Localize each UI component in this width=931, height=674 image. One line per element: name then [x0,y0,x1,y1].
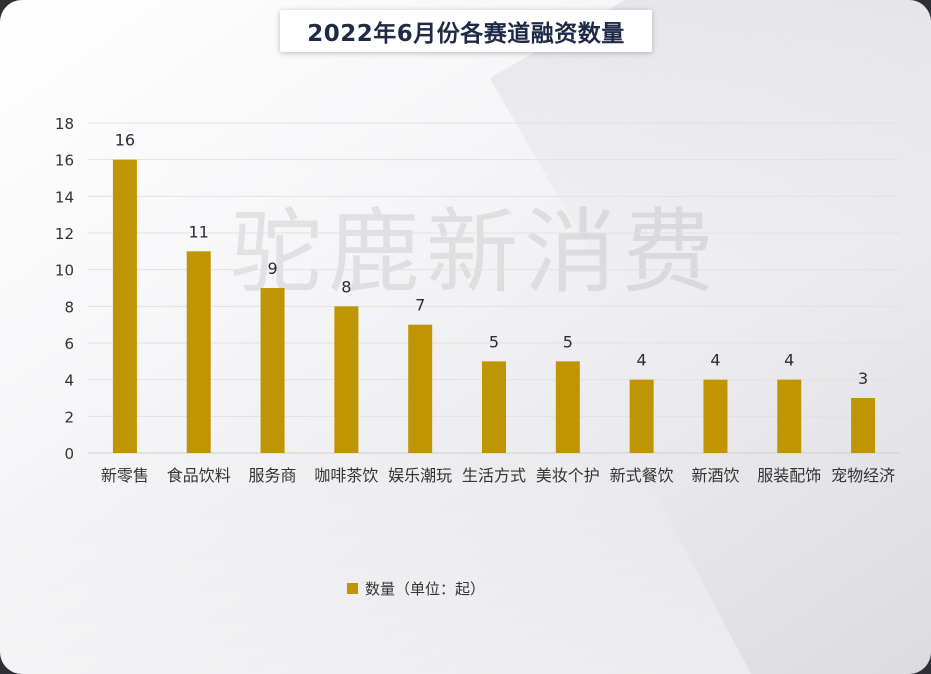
x-tick-label: 宠物经济 [831,466,895,485]
bar [408,324,433,453]
chart-title: 2022年6月份各赛道融资数量 [307,21,625,47]
y-tick-label: 6 [64,335,74,353]
data-label: 7 [415,296,425,315]
x-tick-label: 生活方式 [462,466,526,485]
x-axis-ticks: 新零售 食品饮料 服务商 咖啡茶饮 娱乐潮玩 生活方式 美妆个护 新式餐饮 新酒饮 服装配饰 宠物经… [101,466,895,485]
data-label: 5 [489,332,499,351]
data-label: 16 [115,131,135,150]
y-tick-label: 16 [55,152,74,170]
data-label: 11 [189,222,209,241]
bar [482,361,506,453]
bar [186,251,211,453]
data-label: 4 [637,351,647,370]
bar [851,398,876,453]
y-tick-label: 18 [55,115,74,133]
x-tick-label: 食品饮料 [167,466,231,485]
y-tick-label: 2 [64,408,74,426]
data-label: 4 [710,351,720,370]
x-tick-label: 服务商 [249,466,297,485]
legend-swatch [347,583,358,594]
x-tick-label: 新零售 [101,466,149,485]
bar [777,379,802,453]
bar [555,361,580,453]
data-label: 9 [267,259,277,278]
x-tick-label: 咖啡茶饮 [314,466,378,485]
x-tick-label: 新式餐饮 [610,466,674,485]
bar [703,379,728,453]
watermark-text: 驼鹿新消费 [230,199,721,306]
data-label: 5 [563,332,573,351]
data-label: 8 [341,277,351,296]
y-tick-label: 14 [55,188,74,206]
y-tick-label: 8 [64,298,74,316]
bars [112,159,876,453]
bar [112,159,137,453]
x-tick-label: 美妆个护 [536,466,600,485]
x-tick-label: 服装配饰 [757,466,821,485]
legend: 数量（单位：起） [347,578,485,599]
chart-title-box: 2022年6月份各赛道融资数量 [280,10,652,52]
x-tick-label: 新酒饮 [691,466,739,485]
data-label: 4 [784,351,794,370]
bar [334,306,359,453]
y-tick-label: 12 [55,225,74,243]
y-tick-label: 4 [64,372,74,390]
legend-label: 数量（单位：起） [365,580,486,598]
y-axis-ticks: 0 2 4 6 8 10 12 14 16 18 [55,115,74,463]
bar [260,288,285,453]
y-tick-label: 0 [64,445,74,463]
bar [629,379,654,453]
y-tick-label: 10 [55,262,74,280]
x-tick-label: 娱乐潮玩 [388,466,452,485]
data-label: 3 [858,369,868,388]
data-labels: 16 11 9 8 7 5 5 4 4 4 3 [115,131,868,388]
